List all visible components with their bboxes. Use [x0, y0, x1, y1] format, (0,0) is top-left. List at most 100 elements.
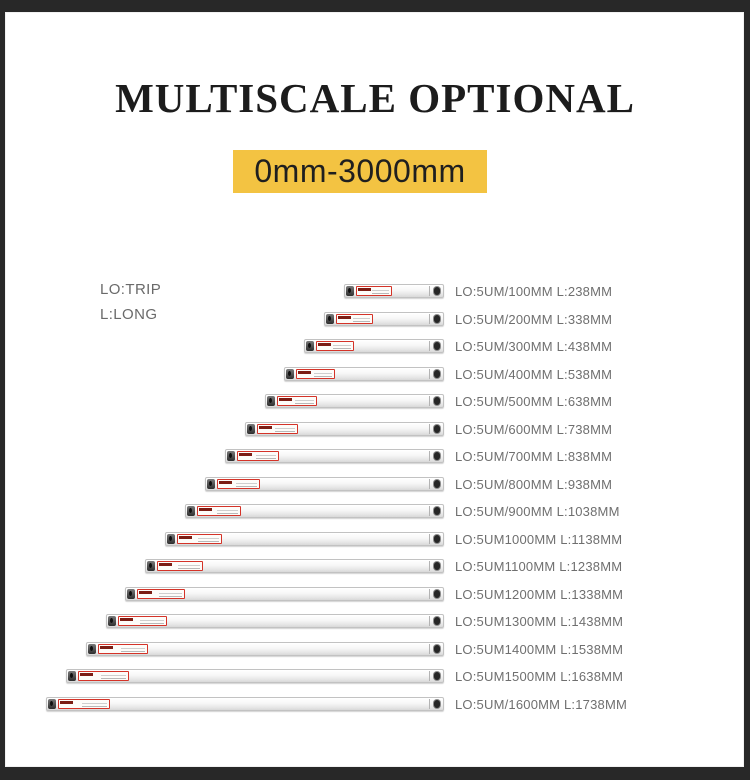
linear-scale-graphic: [145, 559, 444, 573]
right-end-cap-icon: [433, 644, 440, 653]
left-end-cap-icon: [107, 616, 116, 626]
sticker-text-lines: [101, 678, 126, 679]
brand-sticker: [77, 671, 129, 681]
sticker-logo-icon: [318, 343, 332, 346]
linear-scale-graphic: [244, 421, 444, 436]
linear-scale-graphic: [284, 366, 444, 381]
right-end-cap-icon: [433, 699, 440, 708]
right-cap-divider: [428, 561, 430, 571]
sticker-logo-icon: [278, 398, 292, 401]
brand-sticker: [316, 341, 355, 351]
brand-sticker: [296, 368, 336, 379]
brand-sticker: [97, 643, 148, 654]
linear-scale-graphic: [344, 284, 444, 298]
sticker-logo-icon: [99, 645, 113, 649]
scale-spec-label: LO:5UM1500MM L:1638MM: [455, 669, 624, 684]
left-frame-bar: [0, 0, 5, 780]
right-end-cap-icon: [434, 287, 440, 295]
right-end-cap-icon: [433, 534, 440, 543]
right-end-cap-icon: [433, 507, 440, 515]
right-end-cap-icon: [433, 589, 440, 598]
scale-spec-label: LO:5UM1300MM L:1438MM: [455, 614, 624, 629]
right-end-cap-icon: [433, 314, 440, 323]
range-badge: 0mm-3000mm: [233, 150, 487, 193]
scale-spec-label: LO:5UM/500MM L:638MM: [455, 394, 613, 409]
right-cap-divider: [429, 286, 430, 296]
brand-sticker: [137, 588, 186, 599]
right-end-cap-icon: [433, 424, 440, 433]
right-end-cap-icon: [433, 562, 440, 570]
sticker-logo-icon: [199, 508, 213, 511]
sticker-text-lines: [159, 595, 183, 597]
page-title: MULTISCALE OPTIONAL: [115, 75, 635, 121]
left-end-cap-icon: [226, 451, 235, 461]
right-cap-divider: [428, 671, 430, 681]
linear-scale-graphic: [45, 696, 444, 711]
right-cap-divider: [428, 396, 430, 406]
right-end-cap-icon: [433, 617, 440, 625]
right-end-cap-icon: [433, 397, 440, 405]
left-end-cap-icon: [87, 643, 96, 654]
right-cap-divider: [428, 368, 430, 379]
right-cap-divider: [428, 506, 430, 516]
left-end-cap-icon: [187, 506, 196, 516]
bottom-frame-bar: [0, 767, 750, 780]
right-cap-divider: [428, 698, 430, 709]
right-end-cap-icon: [433, 369, 440, 378]
left-end-cap-icon: [266, 396, 275, 406]
sticker-text-lines: [333, 348, 352, 349]
sticker-text-lines: [294, 403, 314, 404]
scale-spec-label: LO:5UM/600MM L:738MM: [455, 421, 613, 437]
right-end-cap-icon: [433, 479, 440, 488]
sticker-logo-icon: [139, 590, 153, 594]
sticker-text-lines: [81, 705, 107, 707]
brand-sticker: [216, 478, 260, 489]
left-end-cap-icon: [206, 478, 215, 489]
linear-scale-graphic: [65, 669, 444, 683]
sticker-logo-icon: [179, 535, 193, 539]
left-end-cap-icon: [147, 561, 156, 571]
scale-spec-label: LO:5UM/400MM L:538MM: [455, 366, 613, 382]
scale-spec-label: LO:5UM/300MM L:438MM: [455, 339, 613, 354]
scale-spec-label: LO:5UM/100MM L:238MM: [455, 284, 613, 299]
left-end-cap-icon: [326, 313, 335, 324]
linear-scale-graphic: [204, 476, 444, 491]
scale-spec-label: LO:5UM1200MM L:1338MM: [455, 586, 624, 602]
sticker-text-lines: [197, 540, 220, 542]
sticker-logo-icon: [258, 425, 272, 429]
scale-spec-label: LO:5UM1000MM L:1138MM: [455, 531, 623, 547]
right-cap-divider: [428, 533, 430, 544]
sticker-text-lines: [178, 568, 201, 569]
sticker-logo-icon: [338, 315, 352, 319]
brand-sticker: [157, 561, 204, 571]
right-frame-bar: [744, 0, 750, 780]
sticker-logo-icon: [358, 288, 371, 291]
brand-sticker: [276, 396, 317, 406]
sticker-text-lines: [255, 458, 276, 459]
left-end-cap-icon: [306, 341, 315, 351]
legend: LO:TRIP L:LONG: [100, 277, 161, 327]
left-end-cap-icon: [127, 588, 136, 599]
scale-spec-label: LO:5UM/900MM L:1038MM: [455, 504, 620, 519]
right-cap-divider: [428, 423, 430, 434]
sticker-text-lines: [275, 430, 295, 432]
brand-sticker: [117, 616, 167, 626]
sticker-text-lines: [372, 293, 389, 294]
left-end-cap-icon: [47, 698, 56, 709]
linear-scale-graphic: [324, 311, 444, 326]
left-end-cap-icon: [167, 533, 176, 544]
right-cap-divider: [428, 313, 430, 324]
sticker-logo-icon: [298, 370, 312, 374]
sticker-logo-icon: [79, 673, 93, 676]
brand-sticker: [256, 423, 298, 434]
scale-spec-label: LO:5UM/800MM L:938MM: [455, 476, 613, 492]
left-end-cap-icon: [67, 671, 76, 681]
sticker-text-lines: [217, 513, 239, 514]
right-cap-divider: [428, 341, 430, 351]
linear-scale-graphic: [165, 531, 444, 546]
sticker-text-lines: [140, 623, 164, 624]
brand-sticker: [336, 313, 374, 324]
brand-sticker: [236, 451, 279, 461]
linear-scale-graphic: [264, 394, 444, 408]
